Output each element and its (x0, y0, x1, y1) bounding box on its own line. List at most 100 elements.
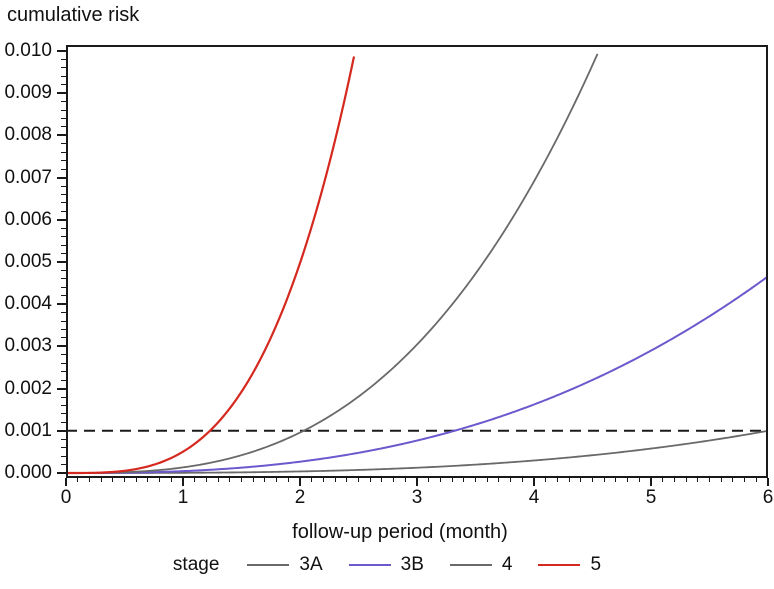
y-minor-tick (61, 320, 66, 322)
y-tick-label: 0.010 (4, 40, 52, 61)
x-minor-tick (229, 478, 231, 482)
legend-title: stage (172, 554, 220, 575)
x-minor-tick (77, 478, 79, 482)
y-minor-tick (61, 286, 66, 288)
x-minor-tick (322, 478, 324, 482)
x-tick-label: 1 (177, 487, 189, 508)
x-minor-tick (568, 478, 570, 482)
x-minor-tick (615, 478, 617, 482)
x-minor-tick (147, 478, 149, 482)
y-major-tick (57, 92, 66, 95)
y-minor-tick (61, 193, 66, 195)
y-tick-label: 0.000 (4, 462, 52, 483)
x-minor-tick (88, 478, 90, 482)
y-minor-tick (61, 58, 66, 60)
x-minor-tick (194, 478, 196, 482)
x-minor-tick (673, 478, 675, 482)
x-minor-tick (252, 478, 254, 482)
x-minor-tick (334, 478, 336, 482)
y-axis-title: cumulative risk (7, 4, 140, 26)
y-minor-tick (61, 421, 66, 423)
x-minor-tick (755, 478, 757, 482)
x-minor-tick (685, 478, 687, 482)
y-major-tick (57, 472, 66, 474)
x-minor-tick (100, 478, 102, 482)
x-major-tick (65, 478, 67, 486)
x-minor-tick (498, 478, 500, 482)
x-minor-tick (592, 478, 593, 482)
y-tick-label: 0.009 (4, 82, 52, 104)
y-minor-tick (61, 67, 66, 69)
legend-label-3B: 3B (400, 554, 424, 575)
series-line-3B (66, 275, 768, 474)
x-major-tick (182, 478, 184, 486)
y-minor-tick (61, 312, 66, 314)
x-minor-tick (638, 478, 640, 482)
y-minor-tick (61, 354, 66, 356)
x-minor-tick (170, 478, 172, 482)
y-major-tick (57, 218, 66, 221)
y-minor-tick (61, 455, 66, 457)
y-major-tick (57, 387, 66, 390)
y-tick-label: 0.008 (4, 124, 52, 146)
y-minor-tick (61, 210, 66, 212)
x-minor-tick (720, 478, 722, 482)
x-minor-tick (603, 478, 605, 482)
y-minor-tick (61, 109, 66, 111)
y-minor-tick (61, 371, 66, 373)
y-minor-tick (61, 168, 66, 170)
legend-entry-3B: 3B (348, 554, 424, 576)
x-minor-tick (404, 478, 406, 482)
y-minor-tick (61, 236, 66, 238)
y-minor-tick (61, 143, 66, 145)
x-minor-tick (627, 478, 629, 482)
legend: stage 3A 3B 4 5 (0, 554, 774, 576)
y-major-tick (57, 50, 66, 52)
x-minor-tick (124, 478, 125, 482)
y-tick-label: 0.004 (4, 293, 52, 315)
y-major-tick (57, 134, 66, 137)
x-minor-tick (662, 478, 664, 482)
y-minor-tick (61, 84, 66, 86)
y-minor-tick (61, 295, 66, 297)
x-tick-label: 3 (411, 487, 423, 508)
y-minor-tick (61, 244, 66, 246)
y-minor-tick (61, 151, 66, 153)
y-major-tick (57, 176, 66, 179)
x-minor-tick (241, 478, 242, 482)
legend-entry-4: 4 (449, 554, 512, 576)
x-minor-tick (393, 478, 395, 482)
y-minor-tick (61, 464, 66, 466)
y-tick-label: 0.003 (4, 335, 52, 357)
y-minor-tick (61, 269, 66, 271)
x-major-tick (533, 478, 535, 486)
legend-swatch-4 (449, 563, 492, 567)
legend-label-3A: 3A (299, 554, 323, 575)
y-major-tick (57, 261, 66, 263)
x-minor-tick (545, 478, 547, 482)
x-minor-tick (159, 478, 161, 482)
legend-swatch-3A (247, 563, 290, 567)
y-major-tick (57, 429, 66, 432)
legend-swatch-3B (348, 563, 391, 567)
x-tick-label: 6 (762, 487, 774, 508)
y-minor-tick (61, 404, 66, 406)
y-minor-tick (61, 253, 66, 255)
legend-entry-5: 5 (538, 554, 601, 576)
x-minor-tick (428, 478, 430, 482)
x-minor-tick (451, 478, 453, 482)
y-tick-label: 0.006 (4, 208, 52, 230)
x-major-tick (650, 478, 652, 486)
x-tick-label: 2 (294, 487, 306, 508)
y-tick-label: 0.005 (4, 251, 52, 272)
series-line-3A (66, 429, 768, 474)
x-tick-label: 4 (528, 487, 540, 508)
x-major-tick (416, 478, 418, 486)
x-minor-tick (732, 478, 734, 482)
x-minor-tick (112, 478, 114, 482)
y-tick-label: 0.007 (4, 166, 52, 188)
y-minor-tick (61, 101, 66, 103)
y-minor-tick (61, 185, 66, 187)
x-minor-tick (486, 478, 488, 482)
